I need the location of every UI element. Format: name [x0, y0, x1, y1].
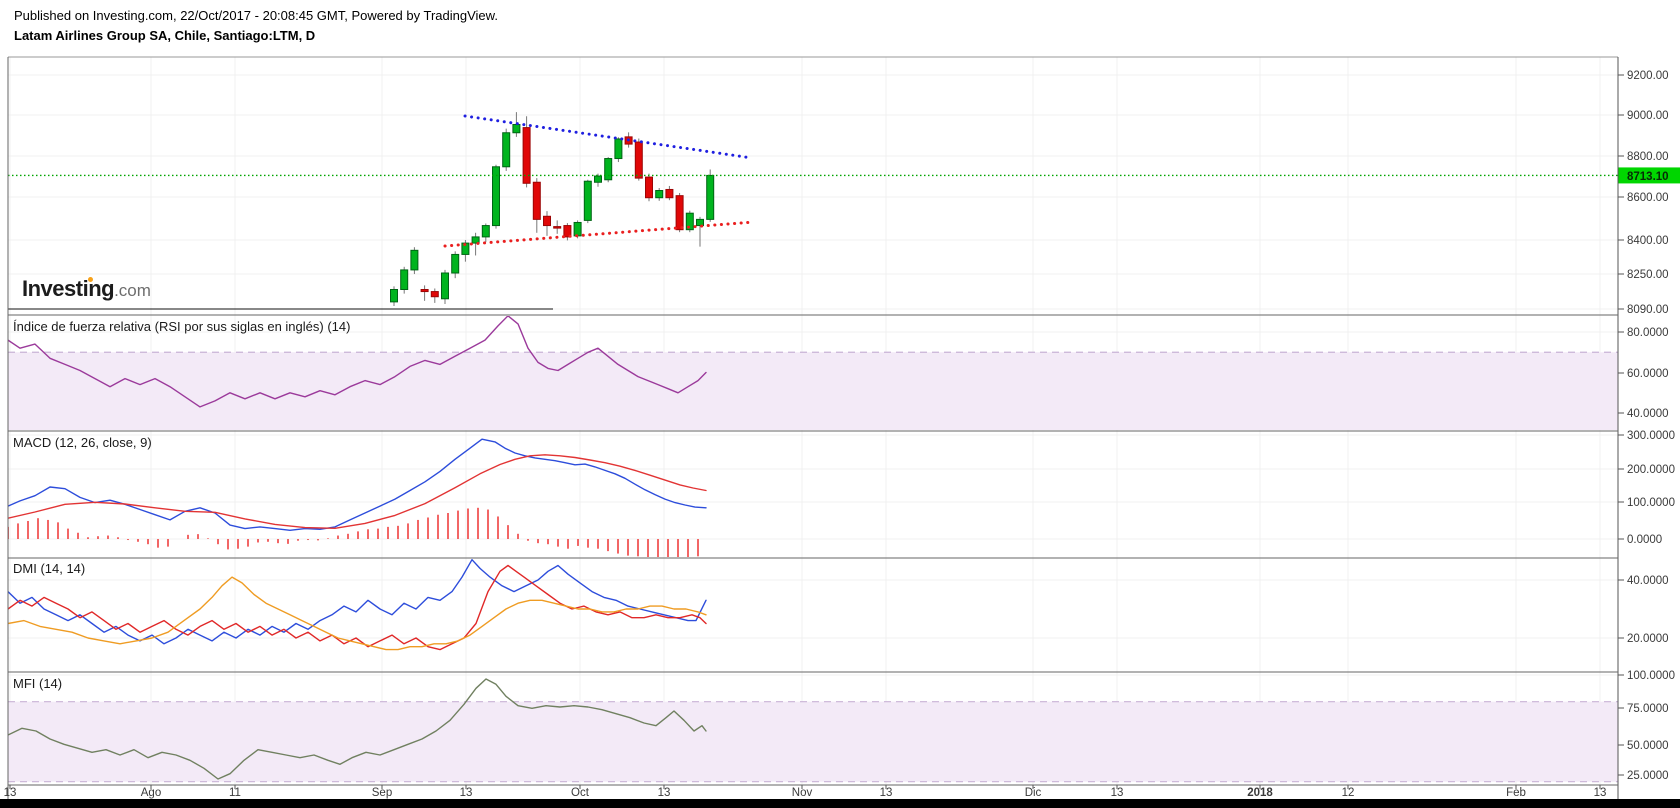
time-axis-label: Feb: [1506, 787, 1526, 799]
axis-label: 0.0000: [1627, 534, 1662, 546]
candle-up: [502, 132, 511, 168]
investing-watermark: Investing.com: [22, 276, 151, 302]
axis-label: 8800.00: [1627, 151, 1669, 163]
candle-up: [706, 174, 715, 220]
symbol-title: Latam Airlines Group SA, Chile, Santiago…: [14, 28, 316, 43]
candle-down: [675, 195, 684, 231]
axis-label: 300.0000: [1627, 430, 1675, 442]
axis-label: 100.0000: [1627, 497, 1675, 509]
time-axis-label: Dic: [1025, 787, 1042, 799]
axis-label: 60.0000: [1627, 368, 1669, 380]
axis-label: 100.0000: [1627, 670, 1675, 682]
time-axis-label: Nov: [792, 787, 813, 799]
candle-down: [665, 188, 674, 199]
candle-up: [685, 212, 694, 231]
macd-macd-line: [8, 438, 707, 531]
time-axis-label: 12: [1342, 787, 1355, 799]
candle-up: [655, 190, 664, 199]
time-axis-label: 13: [4, 787, 17, 799]
axis-label: 8400.00: [1627, 235, 1669, 247]
candle-down: [532, 181, 541, 220]
candle-up: [481, 225, 490, 238]
candle-up: [471, 236, 480, 244]
last-price-badge: 8713.10: [1618, 167, 1680, 184]
rsi-rsi-line: [8, 316, 707, 408]
candle-down: [634, 141, 643, 179]
time-axis: 13 Ago 11 Sep 13 Oct 13 Nov 13 Dic 13 2018 12 Feb 13: [4, 785, 1607, 799]
axis-label: 9200.00: [1627, 70, 1669, 82]
candle-up: [594, 175, 602, 183]
candle-down: [430, 291, 439, 298]
dmi-minus_di-line: [8, 564, 707, 651]
time-axis-label: 2018: [1247, 787, 1273, 799]
candle-down: [553, 226, 562, 229]
axis-label: 8090.00: [1627, 304, 1669, 316]
candle-up: [604, 158, 613, 181]
axis-label: 9000.00: [1627, 110, 1669, 122]
bottom-black-bar: [0, 799, 1680, 808]
candle-down: [563, 225, 572, 238]
mfi-mfi-line: [8, 678, 707, 780]
published-line: Published on Investing.com, 22/Oct/2017 …: [14, 8, 498, 23]
candle-up: [410, 249, 419, 271]
candle-down: [420, 289, 429, 293]
candles-layer: [390, 112, 715, 306]
candle-down: [522, 127, 531, 184]
axis-label: 20.0000: [1627, 633, 1669, 645]
axis-label: 8600.00: [1627, 192, 1669, 204]
time-axis-label: Oct: [571, 787, 590, 799]
candle-up: [390, 289, 398, 303]
watermark-orange-dot-icon: [88, 277, 93, 282]
ascending-support-trendline: [443, 220, 756, 248]
mfi-band: [8, 701, 1618, 783]
candle-up: [492, 166, 500, 227]
axis-label: 75.0000: [1627, 703, 1669, 715]
candle-down: [645, 176, 653, 199]
axis-label: 40.0000: [1627, 575, 1669, 587]
axis-label: 8250.00: [1627, 269, 1669, 281]
candle-up: [696, 218, 704, 227]
time-axis-label: 11: [229, 787, 241, 799]
time-axis-label: 13: [1594, 787, 1607, 799]
last-price-value: 8713.10: [1627, 171, 1669, 183]
descending-resistance-trendline: [463, 114, 754, 160]
candle-up: [573, 221, 582, 237]
time-axis-label: 13: [658, 787, 671, 799]
dmi-pane-title: DMI (14, 14): [13, 561, 86, 576]
macd-signal-line: [8, 454, 707, 529]
candle-up: [441, 272, 449, 300]
watermark-suffix: .com: [114, 281, 151, 300]
macd-histogram: [8, 507, 699, 557]
time-axis-label: 13: [1111, 787, 1124, 799]
macd-pane-title: MACD (12, 26, close, 9): [13, 435, 152, 450]
dmi-adx-line: [8, 576, 707, 651]
candle-up: [583, 180, 592, 221]
watermark-brand: Investing: [22, 276, 115, 301]
mfi-pane-title: MFI (14): [13, 676, 63, 691]
time-axis-label: Sep: [372, 787, 392, 799]
candle-up: [451, 253, 460, 274]
axis-label: 40.0000: [1627, 408, 1669, 420]
candle-up: [512, 124, 521, 134]
dmi-plus_di-line: [8, 559, 707, 645]
time-axis-label: Ago: [141, 787, 161, 799]
axis-label: 50.0000: [1627, 740, 1669, 752]
rsi-pane-title: Índice de fuerza relativa (RSI por sus s…: [13, 319, 351, 334]
candle-up: [400, 269, 409, 290]
price-axis: 9200.00 9000.00 8800.00 8600.00 8400.00 8250.…: [1618, 70, 1675, 782]
axis-label: 200.0000: [1627, 464, 1675, 476]
frame-lines: [7, 56, 1619, 799]
candle-down: [543, 215, 551, 227]
rsi-band: [8, 351, 1618, 430]
time-axis-label: 13: [460, 787, 473, 799]
axis-label: 80.0000: [1627, 327, 1669, 339]
candle-up: [614, 138, 623, 160]
axis-label: 25.0000: [1627, 770, 1669, 782]
time-axis-label: 13: [880, 787, 893, 799]
